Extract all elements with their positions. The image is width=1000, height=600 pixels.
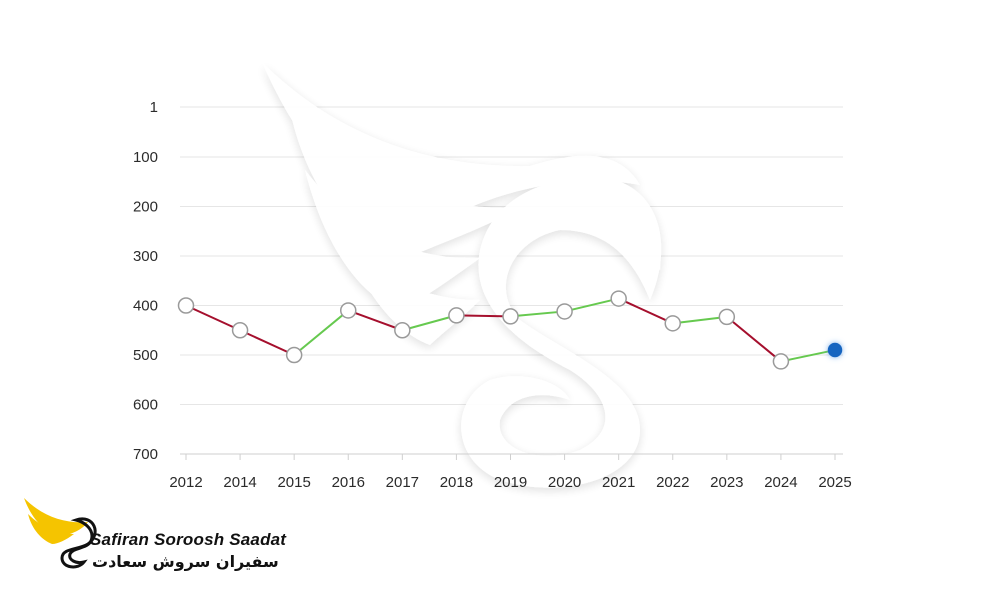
x-tick-label: 2016 (332, 474, 365, 491)
series-segment (671, 315, 728, 325)
data-point[interactable] (448, 307, 465, 324)
brand-logo: Safiran Soroosh Saadat سفیران سروش سعادت (22, 494, 292, 580)
tick-labels: 1 100 200 300 400 500 600 700 2012 2014 2015 2016 20… (133, 99, 852, 491)
watermark-logo (262, 62, 662, 488)
data-point[interactable] (340, 302, 357, 319)
axes (180, 453, 843, 460)
wing-icon (24, 498, 97, 569)
data-point[interactable] (177, 297, 195, 314)
data-point[interactable] (610, 290, 627, 307)
logo-subtitle: سفیران سروش سعادت (92, 552, 279, 571)
x-tick-label: 2014 (223, 474, 256, 491)
series-segment (617, 297, 674, 325)
x-tick-label: 2020 (548, 474, 581, 491)
logo-title: Safiran Soroosh Saadat (90, 530, 287, 549)
y-tick-label: 600 (133, 397, 158, 414)
data-point[interactable] (285, 346, 303, 364)
data-point[interactable] (772, 353, 790, 370)
x-tick-label: 2018 (440, 474, 473, 491)
y-tick-label: 200 (133, 199, 158, 216)
series-segment (779, 349, 836, 363)
y-tick-label: 300 (133, 248, 158, 265)
x-tick-label: 2012 (169, 474, 202, 491)
series-segment (563, 297, 620, 313)
x-tick-label: 2023 (710, 474, 743, 491)
y-tick-label: 400 (133, 298, 158, 315)
x-tick-label: 2019 (494, 474, 527, 491)
y-tick-label: 500 (133, 347, 158, 364)
x-tick-label: 2024 (764, 474, 797, 491)
x-tick-label: 2021 (602, 474, 635, 491)
x-tick-label: 2022 (656, 474, 689, 491)
data-point-latest[interactable] (827, 342, 843, 358)
y-tick-label: 700 (133, 446, 158, 463)
data-point[interactable] (231, 322, 249, 339)
y-tick-label: 1 (150, 99, 158, 116)
data-point[interactable] (394, 322, 411, 339)
series-segment (239, 329, 296, 356)
series-lines (185, 297, 836, 363)
series-segment (347, 309, 404, 332)
data-point[interactable] (502, 308, 519, 325)
data-point[interactable] (664, 315, 681, 332)
data-point[interactable] (718, 308, 736, 326)
series-segment (401, 314, 458, 332)
series-segment (293, 309, 350, 356)
y-tick-label: 100 (133, 149, 158, 166)
series-segment (509, 310, 566, 318)
series-segment (185, 304, 242, 332)
series-segment (725, 315, 782, 363)
series-segment (455, 314, 512, 318)
x-tick-label: 2015 (277, 474, 310, 491)
x-tick-label: 2017 (386, 474, 419, 491)
x-tick-label: 2025 (818, 474, 851, 491)
data-point[interactable] (556, 303, 573, 320)
series-markers (177, 290, 843, 370)
